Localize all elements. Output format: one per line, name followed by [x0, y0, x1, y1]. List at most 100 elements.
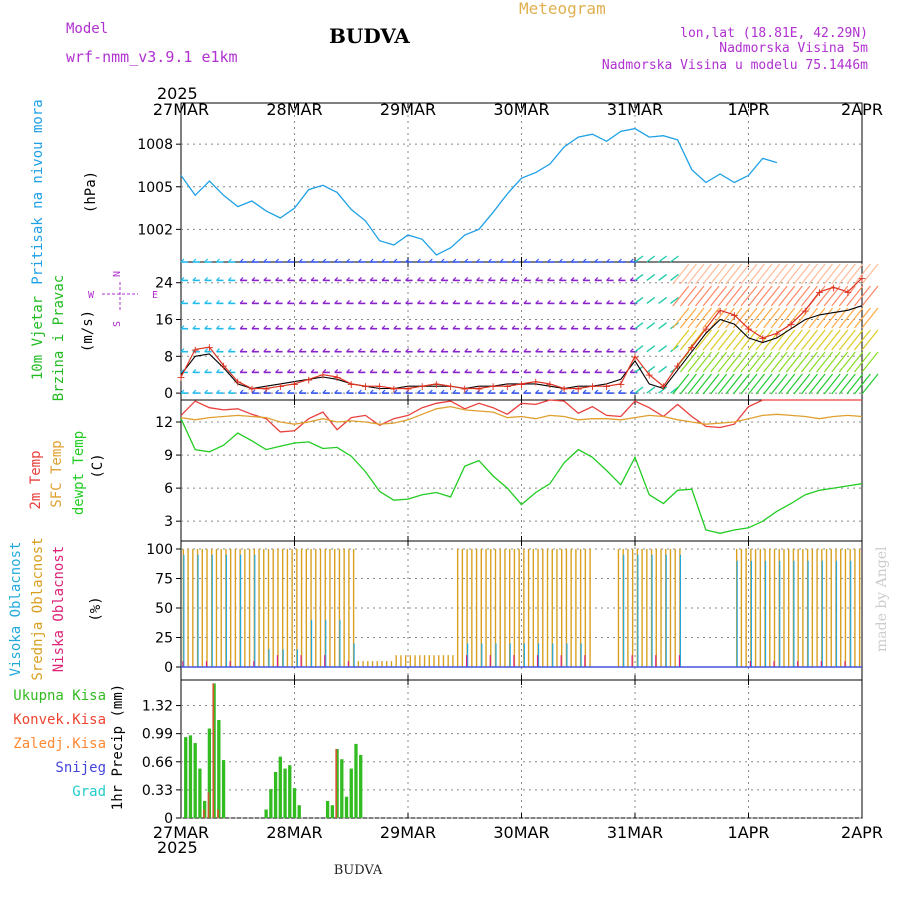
wind-arrow-strong — [763, 285, 781, 307]
wind-unit: (m/s) — [80, 310, 96, 352]
precip-bar-total — [297, 805, 301, 818]
wind-arrow-head — [606, 389, 611, 394]
wind-arrow-head — [547, 276, 551, 281]
wind-arrow-strong — [732, 307, 750, 329]
wind-arrow-head — [487, 258, 492, 263]
wind-arrow-strong — [861, 307, 879, 329]
wind-arrow-head — [204, 325, 209, 330]
wind-speed-marker: + — [857, 272, 866, 285]
precip-bar-total — [278, 756, 282, 818]
wind-arrow-head — [547, 368, 551, 373]
wind-arrow-head — [298, 325, 303, 330]
wind-arrow-strong — [785, 351, 803, 373]
wind-arrow-strong — [800, 285, 818, 307]
wind-arrow-strong — [687, 263, 705, 285]
wind-arrow-head — [582, 276, 587, 281]
wind-arrow-head — [322, 258, 327, 263]
wind-arrow-head — [487, 299, 492, 304]
wind-arrow-strong — [800, 263, 818, 285]
wind-arrow — [634, 345, 644, 353]
wind-arrow-strong — [702, 285, 720, 307]
wind-arrow-strong — [710, 285, 728, 307]
wind-arrow-strong — [808, 373, 826, 395]
wind-arrow-head — [511, 348, 516, 353]
wind-arrow-strong — [853, 263, 871, 285]
wind-arrow-strong — [740, 285, 758, 307]
wind-arrow-head — [393, 389, 398, 394]
wind-arrow-head — [180, 325, 185, 330]
wind-arrow-head — [629, 389, 634, 394]
wind-arrow-head — [547, 299, 551, 304]
wind-arrow-head — [192, 258, 197, 263]
wind-arrow-strong — [748, 263, 765, 285]
wind-speed-marker: + — [559, 383, 568, 396]
wind-arrow-head — [346, 368, 350, 373]
wind-speed-marker: + — [446, 380, 455, 393]
wind-arrow-strong — [679, 373, 697, 395]
wind-ytick-label: 8 — [164, 349, 173, 365]
wind-arrow-strong — [687, 329, 705, 351]
wind-arrow-strong — [785, 307, 803, 329]
wind-arrow-strong — [838, 351, 856, 373]
wind-arrow-strong — [740, 263, 758, 285]
wind-arrow-head — [452, 276, 457, 281]
wind-arrow-head — [594, 276, 599, 281]
precip-bar-conv — [335, 749, 338, 818]
wind-arrow-strong — [831, 373, 849, 395]
wind-arrow-head — [346, 299, 350, 304]
wind-arrow-head — [558, 299, 563, 304]
precip-bar-total — [273, 772, 278, 818]
wind-arrow-head — [523, 276, 528, 281]
wind-arrow-strong — [853, 329, 871, 351]
wind-arrow-head — [192, 276, 197, 281]
wind-arrow-strong — [816, 307, 834, 329]
wind-arrow-head — [180, 258, 185, 263]
wind-arrow-strong — [710, 373, 728, 395]
wind-arrow-head — [346, 258, 350, 263]
precip-bar-total — [207, 728, 212, 818]
wind-arrow-head — [322, 299, 327, 304]
pressure-panel: 1002 1005 1008 — [137, 102, 863, 263]
wind-arrow-head — [582, 368, 587, 373]
wind-arrow-strong — [778, 263, 796, 285]
wind-arrow-head — [263, 389, 268, 394]
wind-speed-marker: + — [730, 309, 739, 322]
altitude-label: Nadmorska Visina 5m — [719, 41, 868, 56]
wind-arrow-head — [286, 325, 291, 330]
wind-speed-marker: + — [630, 350, 639, 363]
wind-arrow — [634, 365, 644, 373]
wind-arrow-head — [618, 389, 622, 394]
wind-arrow-head — [417, 368, 421, 373]
wind-arrow-head — [618, 348, 622, 353]
wind-arrow-strong — [717, 351, 735, 373]
wind-arrow-strong — [770, 307, 788, 329]
wind-arrow-head — [582, 325, 587, 330]
wind-arrow-strong — [695, 285, 713, 307]
wind-arrow-strong — [816, 351, 834, 373]
wind-speed-marker: + — [801, 304, 810, 317]
pressure-ytick-label: 1005 — [137, 180, 173, 196]
wind-arrow-strong — [679, 285, 697, 307]
wind-arrow-strong — [687, 307, 705, 329]
x-tick-label-bottom: 30MAR — [493, 823, 549, 842]
x-tick-label-bottom: 27MAR — [153, 823, 209, 842]
precip-bar-total — [198, 768, 202, 818]
wind-arrow-head — [286, 258, 291, 263]
wind-arrow-head — [417, 276, 421, 281]
wind-arrow — [646, 322, 656, 330]
wind-arrow-head — [298, 276, 303, 281]
wind-arrow-strong — [740, 373, 758, 395]
wind-arrow-strong — [748, 373, 765, 395]
wind-arrow-head — [511, 368, 516, 373]
precip-bar-total — [283, 768, 287, 818]
wind-arrow-head — [594, 348, 599, 353]
x-tick-label-bottom: 1APR — [728, 823, 770, 842]
wind-arrow — [634, 386, 644, 394]
wind-arrow-strong — [816, 263, 834, 285]
wind-speed-marker: + — [247, 383, 256, 396]
precip-bar-total — [344, 796, 349, 818]
wind-arrow-strong — [823, 285, 841, 307]
wind-arrow-head — [334, 325, 339, 330]
year-label-bottom: 2025 — [157, 838, 198, 857]
wind-arrow-head — [629, 276, 634, 281]
